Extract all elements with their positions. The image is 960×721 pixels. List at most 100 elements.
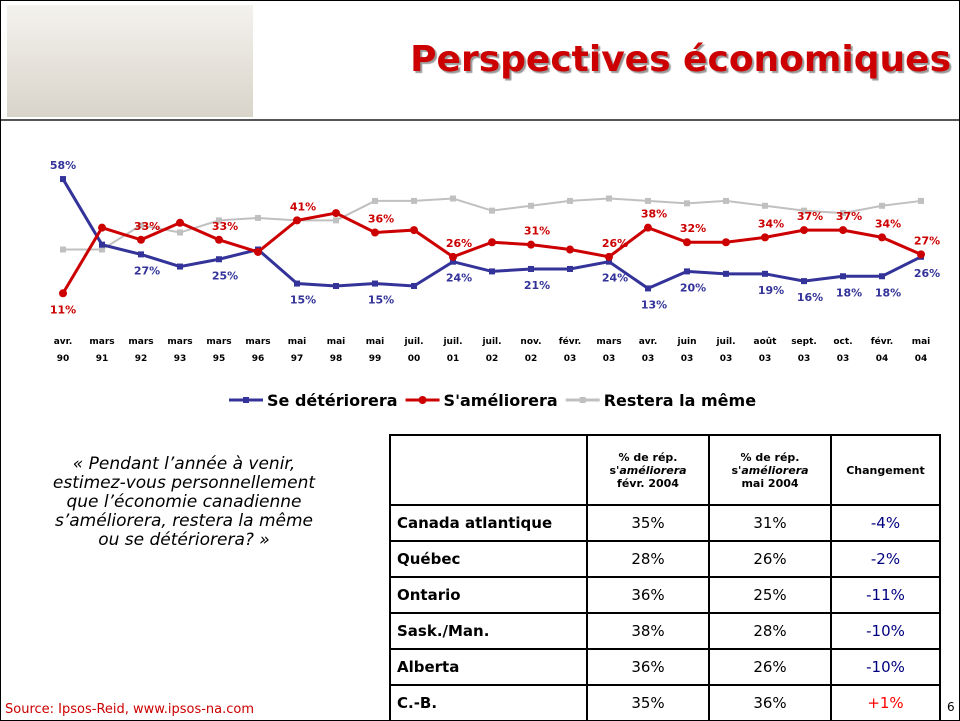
point [606,195,612,202]
point [839,226,847,235]
point [917,250,925,259]
table-cell: +1% [830,684,941,720]
point [411,282,417,289]
x-tick-label: avr. 03 [638,337,658,364]
table-row: Québec 28% 26% -2% [389,540,941,578]
table-cell: 26% [708,540,832,578]
x-tick-label: févr. 04 [870,337,894,364]
data-label: 18% [875,286,901,299]
point [60,246,66,253]
data-label: 24% [446,272,472,285]
x-tick-label: mars 96 [245,337,271,364]
point [138,251,144,258]
table-cell: 28% [586,540,710,578]
point [216,256,222,263]
legend-marker [243,397,249,403]
legend-marker [418,396,427,404]
table-cell: -2% [830,540,941,578]
table-cell: 28% [708,612,832,650]
legend-label: Restera la même [604,391,757,410]
legend-label: Se détériorera [267,391,398,410]
data-label: 25% [212,269,238,282]
point [800,226,808,235]
point [762,270,768,277]
point [879,273,885,280]
point [605,252,613,261]
point [333,282,339,289]
point [99,246,105,253]
point [254,247,262,256]
table-cell: 38% [586,612,710,650]
point [137,235,145,244]
point [293,216,301,225]
point [761,233,769,242]
data-label: 38% [641,208,667,221]
point [878,233,886,242]
point [177,263,183,270]
point [722,238,730,247]
source: Source: Ipsos-Reid, www.ipsos-na.com [5,702,255,717]
x-tick-label: juil. 00 [404,337,424,364]
x-tick-label: mars 03 [596,337,622,364]
point [762,202,768,209]
point [567,265,573,272]
point [645,285,651,292]
point [528,265,534,272]
point [450,195,456,202]
point [488,238,496,247]
x-tick-label: mars 93 [167,337,193,364]
data-label: 20% [680,281,706,294]
x-tick-label: mars 92 [128,337,154,364]
x-tick-label: juin 03 [677,337,697,364]
x-tick-label: mars 95 [206,337,232,364]
table-cell: -4% [830,504,941,542]
table-row: Alberta 36% 26% -10% [389,648,941,686]
data-label: 34% [875,217,901,230]
data-label: 27% [914,234,940,247]
data-label: 11% [50,303,76,316]
point [528,202,534,209]
x-tick-label: juil. 03 [716,337,736,364]
point [801,278,807,285]
x-tick-label: mars 91 [89,337,115,364]
point [489,207,495,214]
header-text: améliorera [741,463,809,477]
data-label: 26% [602,237,628,250]
results-table: % de rép. s'améliorera févr. 2004% de rép… [389,434,941,720]
point [527,240,535,249]
region: Québec [389,540,588,578]
region: Sask./Man. [389,612,588,650]
point [371,228,379,237]
point [60,176,66,183]
point [255,214,261,221]
point [684,268,690,275]
data-label: 27% [134,264,160,277]
table-cell: 31% [708,504,832,542]
table-cell: -11% [830,576,941,614]
region: C.-B. [389,684,588,720]
data-label: 33% [212,220,238,233]
page-number: 6 [947,700,955,714]
data-label: 37% [836,210,862,223]
header-text: mai 2004 [741,476,799,490]
data-label: 24% [602,272,628,285]
table-cell: 25% [708,576,832,614]
header-cell: Changement [830,434,941,506]
point [723,270,729,277]
region: Canada atlantique [389,504,588,542]
header-rule [1,119,959,121]
x-tick-label: mai 04 [911,337,931,364]
data-label: 19% [758,284,784,297]
point [450,258,456,265]
x-tick-label: avr. 90 [53,337,73,364]
data-label: 21% [524,279,550,292]
point [684,200,690,207]
point [645,197,651,204]
point [449,252,457,261]
point [918,197,924,204]
data-label: 16% [797,291,823,304]
x-tick-label: oct. 03 [833,337,853,364]
point [333,217,339,224]
region: Alberta [389,648,588,686]
